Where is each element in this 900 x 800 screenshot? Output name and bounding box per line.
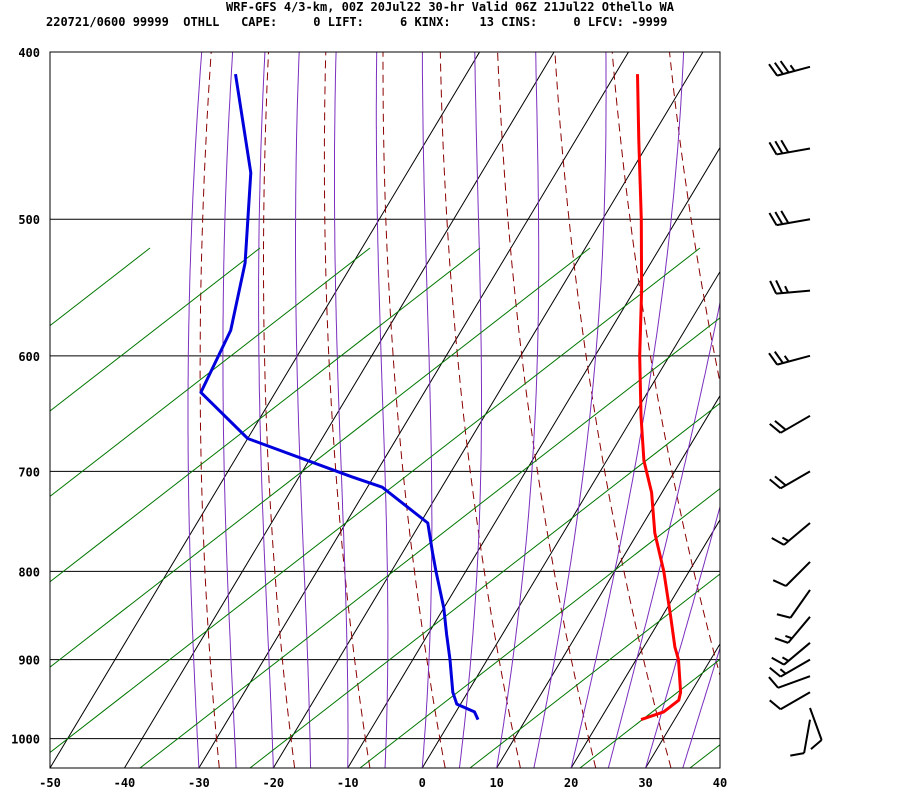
moist-adiabat (187, 52, 203, 768)
x-tick-label: -40 (114, 776, 136, 790)
mixing-ratio-line (0, 248, 40, 768)
wind-barb (772, 561, 811, 587)
x-tick-label: -10 (337, 776, 359, 790)
dry-adiabat (554, 52, 672, 768)
isotherm--10 (347, 146, 720, 768)
isotherm--30 (198, 52, 629, 768)
mixing-ratio-line (50, 247, 591, 668)
temperature-profile (636, 74, 683, 722)
moist-adiabat (421, 52, 433, 768)
mixing-ratio-line (469, 573, 720, 768)
chart-title: WRF-GFS 4/3-km, 00Z 20Jul22 30-hr Valid … (226, 0, 674, 14)
wind-barb (769, 658, 811, 678)
wind-barb (776, 589, 811, 619)
dry-adiabat (439, 52, 521, 768)
y-tick-label: 800 (18, 565, 40, 579)
wind-barb (809, 707, 823, 750)
mixing-ratio-line (579, 658, 720, 768)
wind-barb (769, 279, 811, 295)
x-tick-label: 40 (713, 776, 727, 790)
moist-adiabat (496, 52, 540, 768)
moist-adiabat (295, 52, 312, 768)
plot-area (50, 52, 720, 768)
dewpoint-profile (199, 73, 480, 721)
wind-barb (771, 642, 811, 666)
isotherm-0 (421, 270, 720, 768)
mixing-ratio-line (359, 487, 720, 768)
moist-adiabat (533, 52, 607, 768)
y-tick-label: 700 (18, 465, 40, 479)
moist-adiabat (682, 646, 720, 768)
mixing-ratio-line (50, 247, 701, 754)
wind-barb (769, 414, 811, 434)
y-tick-label: 600 (18, 350, 40, 364)
wind-barb (774, 616, 811, 644)
wind-barb (769, 470, 811, 490)
dry-adiabat (727, 52, 897, 768)
mixing-ratio-line (139, 317, 720, 768)
isotherm-20 (570, 518, 720, 768)
wind-barb (771, 522, 811, 546)
y-tick-label: 1000 (11, 733, 40, 747)
plot-frame (49, 51, 721, 769)
wind-barb (768, 210, 811, 227)
isotherm-30 (645, 642, 720, 768)
y-tick-label: 400 (18, 46, 40, 60)
wind-barb (768, 139, 811, 156)
x-tick-label: -50 (39, 776, 61, 790)
moist-adiabat (334, 52, 349, 768)
x-tick-label: 30 (638, 776, 652, 790)
mixing-ratio-line (50, 247, 261, 412)
dry-adiabat (784, 52, 900, 768)
y-tick-label: 900 (18, 654, 40, 668)
dry-adiabat (382, 52, 446, 768)
isotherm--50 (50, 52, 481, 768)
moist-adiabat (570, 52, 685, 768)
mixing-ratio-line (50, 247, 481, 583)
wind-barb (769, 691, 811, 711)
stability-indices-line: 220721/0600 99999 OTHLL CAPE: 0 LIFT: 6 … (46, 15, 668, 29)
moist-adiabat (607, 300, 720, 768)
wind-barb (768, 351, 811, 366)
isotherm--20 (272, 52, 704, 768)
wind-barb (790, 719, 811, 757)
moist-adiabat (258, 52, 274, 768)
x-tick-label: -30 (188, 776, 210, 790)
mixing-ratio-line (689, 744, 720, 768)
dry-adiabat (497, 52, 597, 768)
wind-barb (768, 675, 811, 689)
dry-adiabat (199, 52, 220, 768)
moist-adiabat (458, 52, 482, 768)
mixing-ratio-line (50, 247, 371, 497)
wind-barb (768, 60, 811, 77)
dry-adiabat (323, 52, 371, 768)
mixing-ratio-line (249, 402, 720, 768)
x-tick-label: 0 (419, 776, 426, 790)
moist-adiabat (222, 52, 237, 768)
x-tick-label: 20 (564, 776, 578, 790)
x-tick-label: 10 (489, 776, 503, 790)
dry-adiabat (611, 52, 720, 678)
y-tick-label: 500 (18, 213, 40, 227)
moist-adiabat (645, 504, 720, 768)
dry-adiabat (841, 52, 900, 768)
dry-adiabat (263, 52, 296, 768)
x-tick-label: -20 (262, 776, 284, 790)
